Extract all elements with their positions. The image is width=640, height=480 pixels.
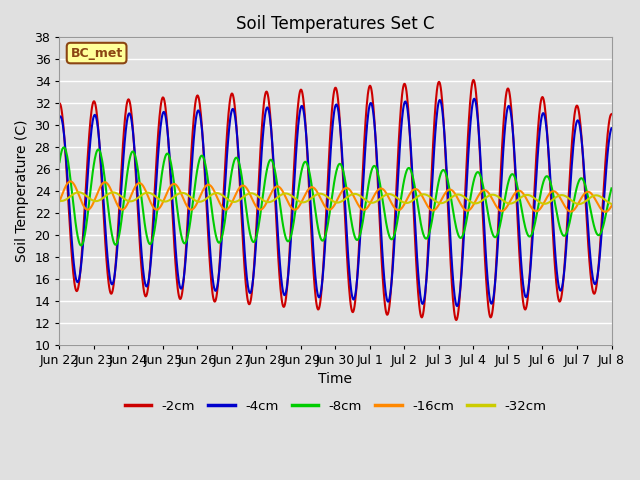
-8cm [607, 185, 615, 191]
-16cm [113, 200, 120, 205]
-8cm [113, 240, 121, 246]
-4cm [454, 303, 461, 309]
-2cm [56, 100, 63, 106]
-32cm [575, 201, 583, 207]
-2cm [487, 314, 495, 320]
-8cm [77, 242, 85, 248]
Legend: -2cm, -4cm, -8cm, -16cm, -32cm: -2cm, -4cm, -8cm, -16cm, -32cm [120, 395, 552, 418]
-16cm [67, 179, 74, 184]
-32cm [607, 201, 615, 207]
-32cm [280, 191, 287, 197]
-32cm [497, 195, 504, 201]
Line: -32cm: -32cm [60, 192, 611, 204]
-16cm [280, 190, 287, 195]
-4cm [279, 287, 287, 293]
-4cm [299, 104, 307, 110]
Title: Soil Temperatures Set C: Soil Temperatures Set C [236, 15, 435, 33]
Line: -4cm: -4cm [60, 99, 611, 306]
-16cm [497, 208, 504, 214]
-2cm [112, 259, 120, 265]
-2cm [299, 91, 307, 97]
-8cm [280, 227, 287, 232]
Line: -8cm: -8cm [60, 147, 611, 245]
Line: -16cm: -16cm [60, 181, 611, 212]
-4cm [497, 186, 505, 192]
Line: -2cm: -2cm [60, 80, 611, 320]
-4cm [112, 262, 120, 268]
-16cm [607, 203, 615, 209]
-4cm [487, 300, 495, 306]
-32cm [486, 192, 494, 198]
-8cm [300, 161, 308, 167]
Text: BC_met: BC_met [70, 47, 123, 60]
-8cm [60, 144, 68, 150]
-32cm [113, 190, 120, 196]
-4cm [56, 114, 63, 120]
Y-axis label: Soil Temperature (C): Soil Temperature (C) [15, 120, 29, 262]
-8cm [497, 218, 505, 224]
-16cm [486, 193, 494, 199]
-16cm [56, 198, 63, 204]
-2cm [435, 79, 442, 85]
-32cm [75, 189, 83, 195]
-4cm [607, 125, 615, 131]
-4cm [470, 96, 478, 102]
-32cm [56, 198, 63, 204]
-2cm [607, 111, 615, 117]
-2cm [497, 165, 505, 171]
-2cm [470, 77, 477, 83]
-32cm [435, 200, 443, 206]
-8cm [487, 226, 495, 232]
-8cm [56, 159, 63, 165]
-16cm [300, 196, 307, 202]
-16cm [602, 209, 609, 215]
-2cm [279, 302, 287, 308]
-32cm [300, 200, 307, 205]
-8cm [436, 175, 444, 180]
-16cm [435, 201, 443, 207]
-2cm [452, 317, 460, 323]
-4cm [435, 100, 442, 106]
X-axis label: Time: Time [319, 372, 353, 386]
